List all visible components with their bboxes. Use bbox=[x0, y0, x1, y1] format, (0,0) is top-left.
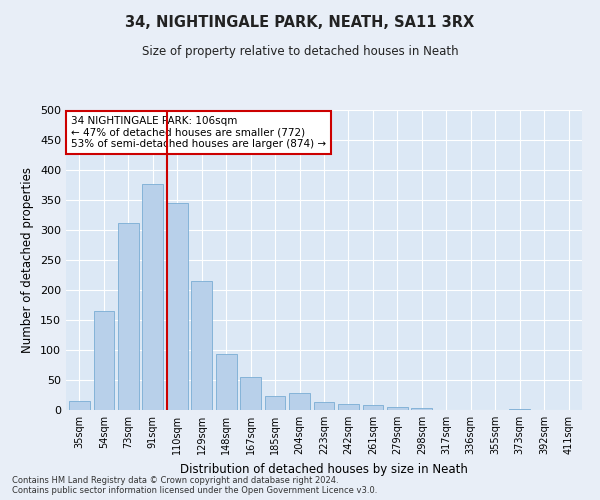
Bar bbox=[191, 281, 212, 410]
Text: Size of property relative to detached houses in Neath: Size of property relative to detached ho… bbox=[142, 45, 458, 58]
Text: Contains HM Land Registry data © Crown copyright and database right 2024.
Contai: Contains HM Land Registry data © Crown c… bbox=[12, 476, 377, 495]
Bar bbox=[118, 223, 139, 410]
Bar bbox=[289, 392, 310, 410]
Bar bbox=[338, 404, 359, 410]
Bar bbox=[142, 184, 163, 410]
X-axis label: Distribution of detached houses by size in Neath: Distribution of detached houses by size … bbox=[180, 462, 468, 475]
Bar bbox=[216, 354, 236, 410]
Bar bbox=[167, 203, 188, 410]
Bar bbox=[94, 311, 114, 410]
Bar bbox=[387, 407, 408, 410]
Bar bbox=[314, 402, 334, 410]
Bar bbox=[265, 396, 286, 410]
Text: 34 NIGHTINGALE PARK: 106sqm
← 47% of detached houses are smaller (772)
53% of se: 34 NIGHTINGALE PARK: 106sqm ← 47% of det… bbox=[71, 116, 326, 149]
Bar bbox=[412, 408, 432, 410]
Bar bbox=[69, 401, 90, 410]
Y-axis label: Number of detached properties: Number of detached properties bbox=[22, 167, 34, 353]
Bar bbox=[362, 404, 383, 410]
Text: 34, NIGHTINGALE PARK, NEATH, SA11 3RX: 34, NIGHTINGALE PARK, NEATH, SA11 3RX bbox=[125, 15, 475, 30]
Bar bbox=[240, 377, 261, 410]
